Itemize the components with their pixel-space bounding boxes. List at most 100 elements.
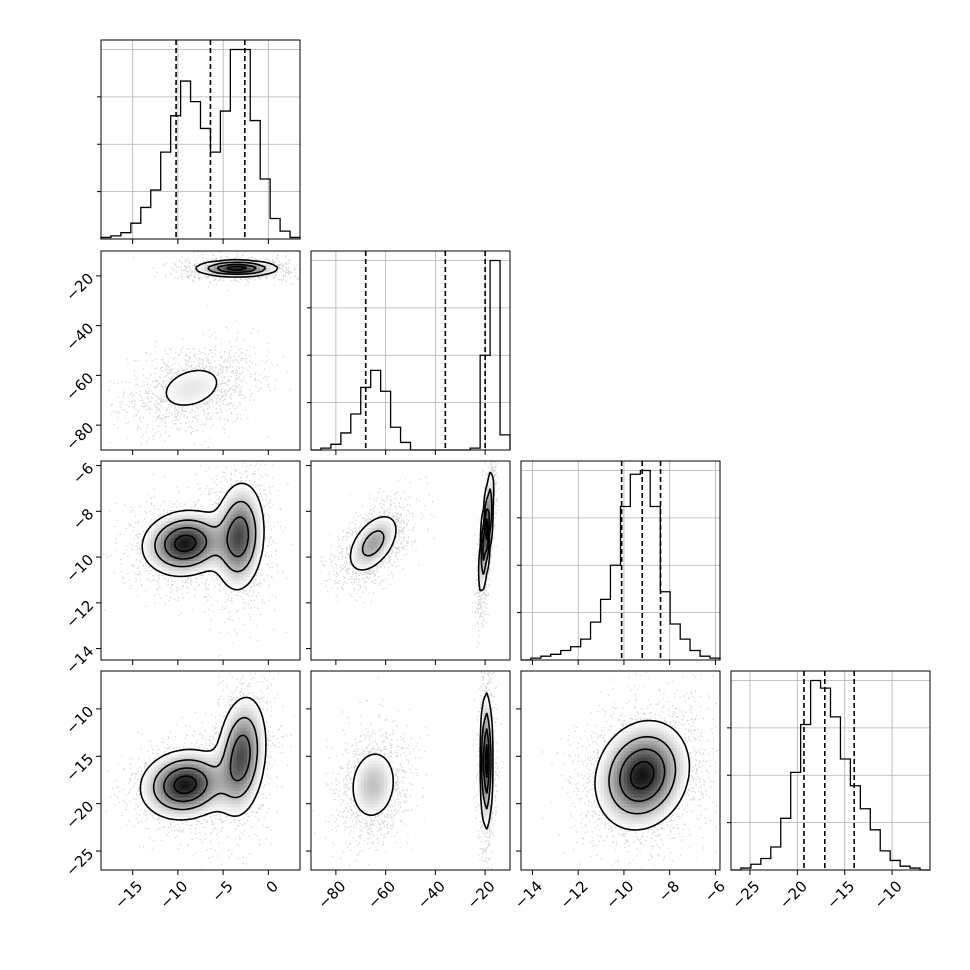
density-cell <box>190 757 195 761</box>
density-cell <box>676 740 681 745</box>
density-cell <box>220 767 225 771</box>
density-cell <box>656 740 661 745</box>
density-cell <box>197 760 201 765</box>
density-cell <box>207 533 211 538</box>
density-cell <box>193 370 198 375</box>
density-cell <box>650 734 655 738</box>
density-cell <box>483 797 488 801</box>
density-cell <box>597 793 601 798</box>
density-cell <box>360 537 365 541</box>
density-cell <box>630 734 635 738</box>
density-cell <box>364 547 368 551</box>
density-cell <box>673 740 678 745</box>
density-cell <box>246 570 251 575</box>
density-cell <box>653 793 658 798</box>
density-cell <box>633 813 638 818</box>
density-cell <box>236 710 241 715</box>
contour-line <box>482 508 490 561</box>
density-cell <box>610 740 615 745</box>
density-cell <box>633 727 638 732</box>
density-cell <box>637 770 641 775</box>
density-cell <box>637 777 641 781</box>
density-cell <box>357 787 362 791</box>
density-cell <box>223 563 228 568</box>
density-cell <box>270 267 274 272</box>
density-cell <box>246 510 251 515</box>
density-cell <box>367 557 372 561</box>
density-cell <box>236 530 241 535</box>
density-cell <box>164 563 168 568</box>
density-cell <box>660 793 665 798</box>
density-cell <box>666 750 671 755</box>
density-cell <box>383 780 388 785</box>
density-cell <box>670 737 674 742</box>
density-cell <box>640 790 645 795</box>
density-cell <box>200 510 205 515</box>
density-cell <box>180 780 185 785</box>
density-cell <box>200 753 205 758</box>
density-cell <box>250 763 254 768</box>
density-cell <box>140 790 145 795</box>
density-cell <box>246 700 251 705</box>
density-cell <box>610 806 615 811</box>
density-cell <box>227 743 231 748</box>
density-cell <box>380 767 385 771</box>
density-cell <box>220 510 225 515</box>
density-cell <box>637 797 641 801</box>
density-cell <box>210 510 215 515</box>
density-cell <box>647 753 651 758</box>
density-cell <box>640 820 645 824</box>
density-cell <box>170 537 175 541</box>
density-cell <box>227 724 231 728</box>
density-cell <box>256 527 261 532</box>
density-cell <box>607 793 611 798</box>
density-cell <box>180 543 185 548</box>
density-cell <box>676 767 681 771</box>
density-cell <box>260 530 264 535</box>
density-cell <box>223 763 228 768</box>
contour-line <box>164 516 250 560</box>
density-cell <box>613 740 618 745</box>
density-cell <box>197 390 201 395</box>
density-cell <box>217 547 221 551</box>
density-cell <box>620 750 625 755</box>
density-cell <box>666 763 671 768</box>
density-cell <box>200 373 205 378</box>
density-cell <box>633 793 638 798</box>
density-cell <box>680 780 684 785</box>
density-cell <box>200 370 205 375</box>
density-cell <box>236 740 241 745</box>
density-cell <box>623 803 628 808</box>
density-cell <box>187 760 191 765</box>
density-cell <box>236 510 241 515</box>
density-cell <box>354 773 358 778</box>
density-cell <box>360 767 365 771</box>
density-cell <box>354 797 358 801</box>
density-cell <box>246 704 251 708</box>
density-cell <box>190 386 195 391</box>
density-cell <box>610 767 615 771</box>
density-cell <box>240 783 245 788</box>
density-cell <box>190 790 195 795</box>
density-cell <box>164 780 168 785</box>
density-cell <box>483 537 488 541</box>
density-cell <box>660 770 665 775</box>
density-cell <box>213 540 218 545</box>
density-cell <box>223 724 228 728</box>
density-cell <box>200 750 205 755</box>
density-cell <box>223 510 228 515</box>
density-cell <box>230 720 235 725</box>
density-cell <box>627 790 631 795</box>
density-cell <box>383 790 388 795</box>
contour-line <box>207 261 267 276</box>
density-cell <box>167 757 172 761</box>
density-cell <box>603 780 608 785</box>
density-cell <box>187 550 191 555</box>
density-cell <box>197 763 201 768</box>
density-cell <box>486 497 491 502</box>
density-cell <box>250 507 254 512</box>
density-cell <box>663 763 668 768</box>
density-cell <box>357 533 362 538</box>
density-cell <box>670 777 674 781</box>
density-cell <box>357 560 362 565</box>
